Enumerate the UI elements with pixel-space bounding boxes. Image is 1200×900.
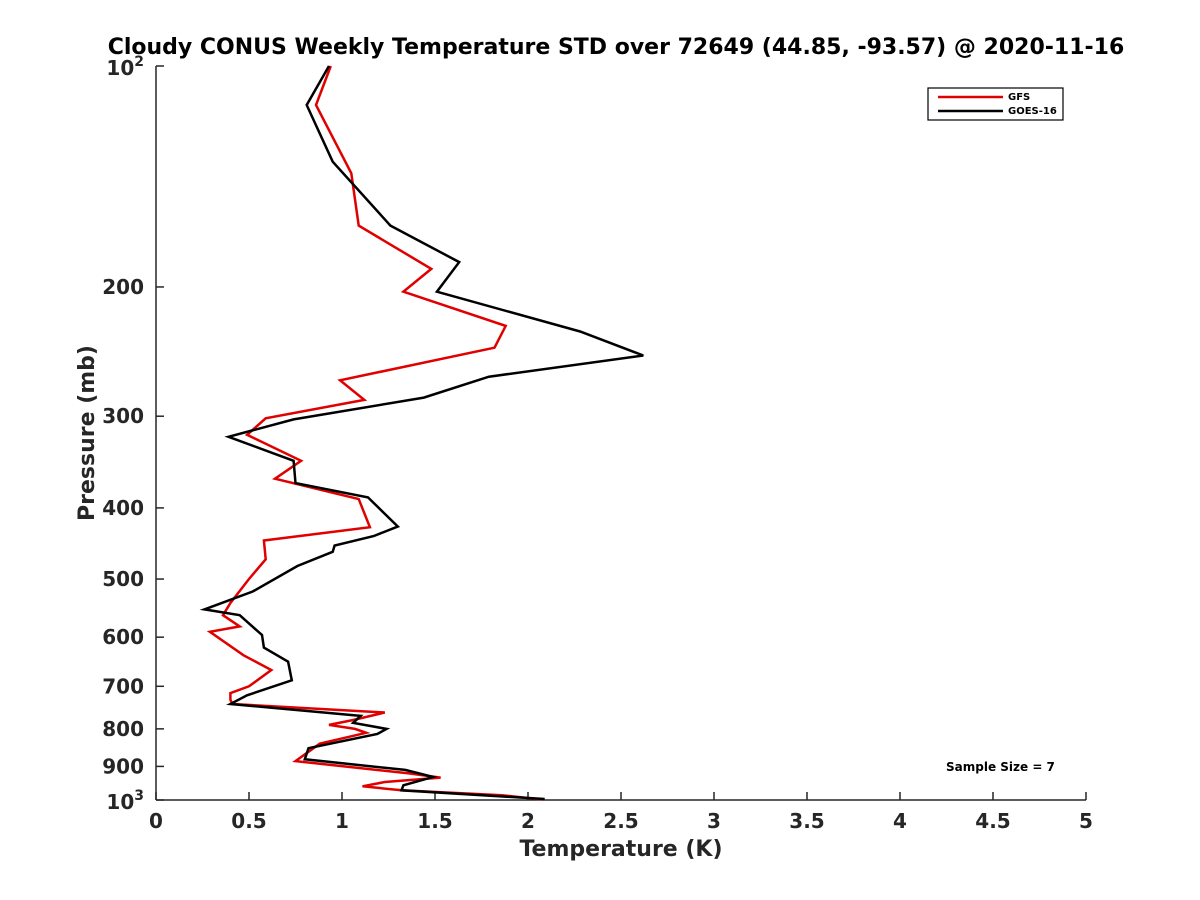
y-axis-label: Pressure (mb) <box>75 345 100 521</box>
y-tick-label-exponent: 3 <box>134 788 144 804</box>
x-tick-label: 0.5 <box>231 809 266 833</box>
x-ticks: 0 0.5 1 1.5 2 2.5 3 3.5 4 4.5 5 <box>149 792 1093 833</box>
y-tick-label: 700 <box>102 674 144 698</box>
x-tick-label: 0 <box>149 809 163 833</box>
legend-label-goes16: GOES-16 <box>1008 106 1057 117</box>
y-tick-label: 600 <box>102 625 144 649</box>
sample-size-annotation: Sample Size = 7 <box>946 760 1055 774</box>
y-tick-label: 300 <box>102 404 144 428</box>
y-tick-label: 800 <box>102 717 144 741</box>
legend-box <box>927 87 1064 121</box>
x-tick-label: 2.5 <box>603 809 638 833</box>
y-tick-label: 900 <box>102 754 144 778</box>
legend-label-gfs: GFS <box>1008 92 1030 103</box>
x-axis-label: Temperature (K) <box>519 837 722 862</box>
y-tick-label: 400 <box>102 496 144 520</box>
x-tick-label: 2 <box>521 809 535 833</box>
y-tick-label-exponent: 2 <box>134 54 144 70</box>
series-line-goes-16 <box>199 65 644 801</box>
x-tick-label: 3 <box>707 809 721 833</box>
x-tick-label: 3.5 <box>789 809 824 833</box>
x-tick-label: 1 <box>335 809 349 833</box>
x-tick-label: 1.5 <box>417 809 452 833</box>
chart-title: Cloudy CONUS Weekly Temperature STD over… <box>108 35 1125 60</box>
plot-area: 0 0.5 1 1.5 2 2.5 3 3.5 4 4.5 5 102200300400500600… <box>102 54 1093 833</box>
x-tick-label: 4 <box>893 809 907 833</box>
y-tick-label: 200 <box>102 275 144 299</box>
y-tick-label-base: 10 <box>106 790 134 814</box>
y-tick-label: 500 <box>102 567 144 591</box>
x-tick-label: 4.5 <box>975 809 1010 833</box>
legend: GFS GOES-16 <box>927 87 1064 121</box>
series-lines <box>199 65 644 801</box>
y-tick-label-base: 10 <box>106 56 134 80</box>
y-tick-label: 102 <box>106 54 144 80</box>
series-line-gfs <box>206 65 542 801</box>
y-tick-label: 103 <box>106 788 144 814</box>
x-tick-label: 5 <box>1079 809 1093 833</box>
